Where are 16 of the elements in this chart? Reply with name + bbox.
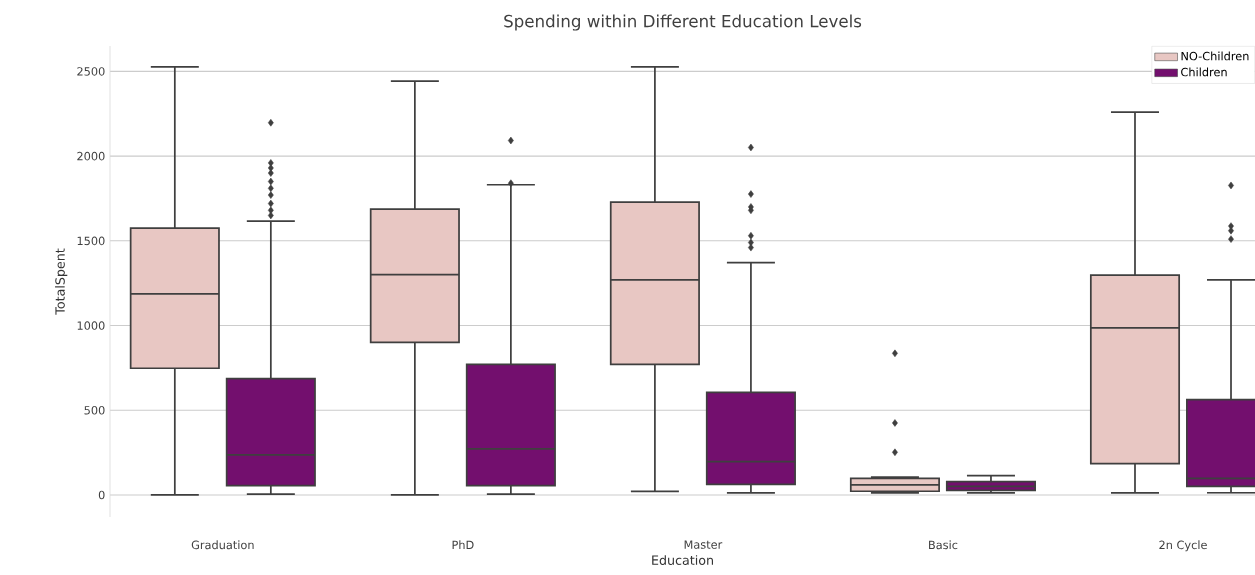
y-tick-label: 2000: [77, 151, 105, 161]
x-tick-label: Graduation: [191, 540, 254, 550]
x-tick-label: 2n Cycle: [1159, 540, 1207, 552]
y-tick-label: 2500: [77, 67, 105, 76]
chart-title: Spending within Different Education Levels: [504, 14, 862, 31]
x-tick-label: Master: [684, 540, 723, 549]
x-axis-title: Education: [652, 555, 713, 565]
legend-label: NO-Children: [1181, 51, 1249, 61]
y-tick-label: 0: [98, 490, 105, 500]
y-tick-label: 500: [84, 405, 105, 415]
y-tick-label: 1000: [77, 321, 105, 330]
y-tick-label: 1500: [77, 236, 105, 246]
x-tick-label: Basic: [929, 540, 958, 550]
x-tick-label: PhD: [452, 540, 474, 549]
legend-label: Children: [1181, 67, 1227, 77]
y-axis-title: TotalSpent: [55, 248, 68, 315]
